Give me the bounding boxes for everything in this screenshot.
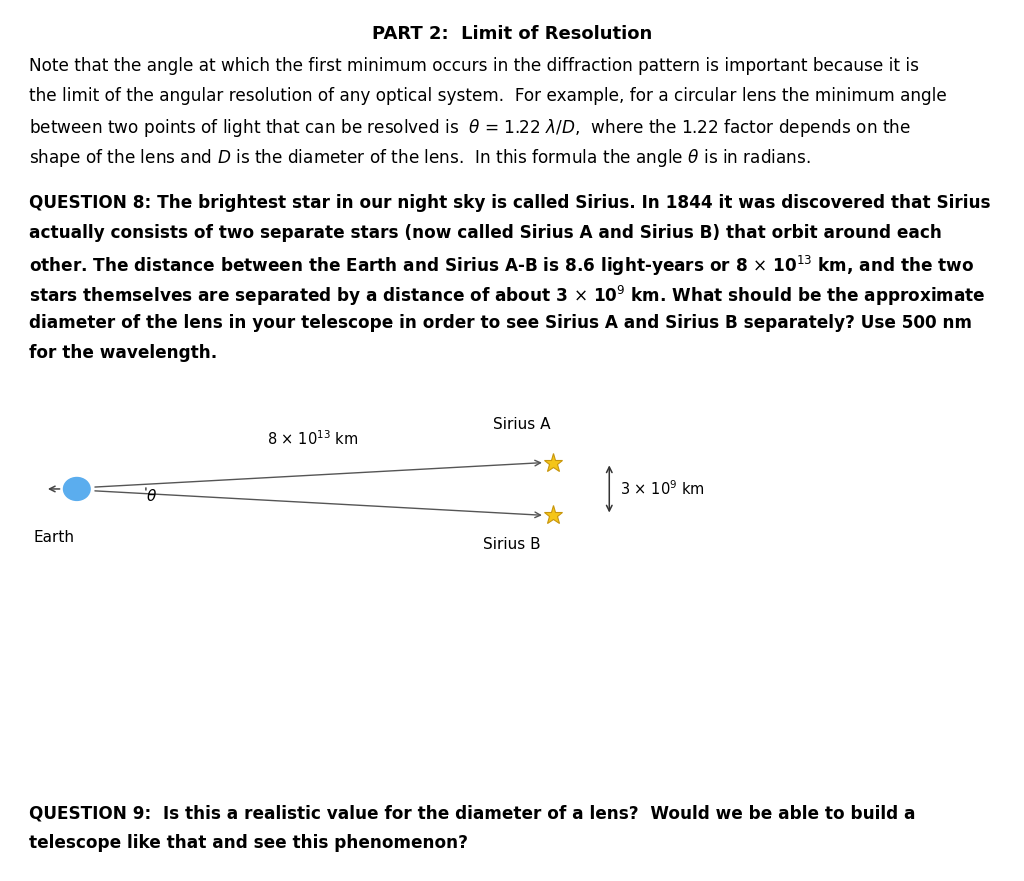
Text: shape of the lens and $D$ is the diameter of the lens.  In this formula the angl: shape of the lens and $D$ is the diamete… [29,147,811,169]
Text: Earth: Earth [34,530,75,545]
Text: QUESTION 9:  Is this a realistic value for the diameter of a lens?  Would we be : QUESTION 9: Is this a realistic value fo… [29,804,915,822]
Text: for the wavelength.: for the wavelength. [29,344,217,361]
Text: between two points of light that can be resolved is  $\theta$ = 1.22 $\lambda$/$: between two points of light that can be … [29,117,910,139]
Text: 8 $\times$ 10$^{13}$ km: 8 $\times$ 10$^{13}$ km [266,429,358,448]
Text: PART 2:  Limit of Resolution: PART 2: Limit of Resolution [372,25,652,42]
Text: telescope like that and see this phenomenon?: telescope like that and see this phenome… [29,834,468,852]
Text: 3 $\times$ 10$^{9}$ km: 3 $\times$ 10$^{9}$ km [620,479,705,499]
Circle shape [63,478,90,500]
Text: Sirius A: Sirius A [494,417,551,432]
Text: diameter of the lens in your telescope in order to see Sirius A and Sirius B sep: diameter of the lens in your telescope i… [29,314,972,331]
Text: QUESTION 8: The brightest star in our night sky is called Sirius. In 1844 it was: QUESTION 8: The brightest star in our ni… [29,194,990,211]
Text: actually consists of two separate stars (now called Sirius A and Sirius B) that : actually consists of two separate stars … [29,224,941,241]
Text: other. The distance between the Earth and Sirius A-B is 8.6 light-years or 8 $\t: other. The distance between the Earth an… [29,254,974,278]
Text: Note that the angle at which the first minimum occurs in the diffraction pattern: Note that the angle at which the first m… [29,57,919,75]
Text: Sirius B: Sirius B [483,537,541,552]
Text: stars themselves are separated by a distance of about 3 $\times$ 10$^{9}$ km. Wh: stars themselves are separated by a dist… [29,284,985,307]
Text: $\theta$: $\theta$ [146,488,157,504]
Text: the limit of the angular resolution of any optical system.  For example, for a c: the limit of the angular resolution of a… [29,87,946,105]
